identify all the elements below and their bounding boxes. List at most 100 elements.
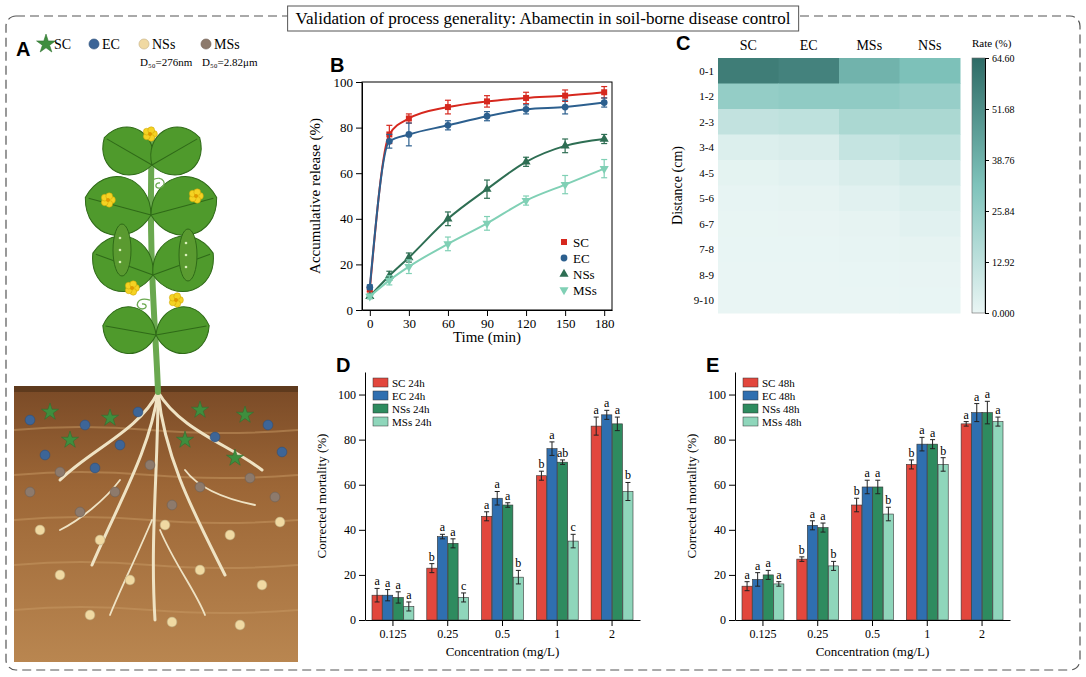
- error-bar: [766, 570, 771, 579]
- x-tick-mark: [526, 310, 527, 316]
- error-bar-stem: [573, 534, 574, 548]
- error-bar-stem: [966, 422, 967, 427]
- panel-letter: C: [676, 32, 690, 54]
- x-tick-mark: [565, 310, 566, 316]
- legend-label: EC: [102, 37, 120, 52]
- error-bar-cap: [601, 143, 607, 144]
- error-bar-cap: [523, 195, 529, 196]
- x-tick: 0.5: [865, 620, 880, 641]
- error-bar-cap: [625, 500, 630, 501]
- error-bar: [615, 417, 620, 431]
- legend-label: MSs 48h: [762, 416, 802, 428]
- error-bar-stem: [812, 521, 813, 530]
- error-bar-stem: [997, 417, 998, 426]
- y-tick-label: 100: [338, 388, 356, 402]
- particle: [35, 525, 45, 535]
- heatmap-cell: [900, 262, 961, 288]
- cucumber-spot: [119, 249, 122, 252]
- point: [405, 131, 412, 138]
- error-bar: [445, 100, 451, 114]
- error-bar-cap: [484, 216, 490, 217]
- error-bar-cap: [495, 505, 500, 506]
- error-bar-cap: [615, 430, 620, 431]
- error-bar-cap: [601, 86, 607, 87]
- significance-letter: a: [505, 489, 511, 503]
- panel-letter: B: [330, 54, 344, 76]
- heatmap-cell: [718, 211, 779, 237]
- error-bar-cap: [445, 225, 451, 226]
- significance-letter: b: [538, 457, 544, 471]
- legend-label: EC: [573, 251, 590, 266]
- y-tick-mark: [356, 82, 362, 83]
- x-tick-mark: [447, 620, 448, 626]
- particle: [61, 431, 78, 447]
- colorbar-title: Rate (%): [972, 37, 1012, 50]
- size-label: D₅₀=276nm: [140, 56, 193, 68]
- heatmap-cell: [839, 288, 900, 314]
- significance-letters: abbbaaaaaaaaaaaabbba: [744, 387, 1001, 581]
- cucumber-spot: [185, 266, 188, 269]
- bar: [862, 487, 872, 620]
- heatmap-cell: [718, 160, 779, 186]
- x-tick-mark: [872, 620, 873, 626]
- y-axis-line: [735, 373, 736, 621]
- legend-label: SC 24h: [392, 377, 425, 389]
- error-bar: [445, 121, 451, 130]
- significance-letters: ababaaaaaaaaaabaacbcb: [374, 396, 631, 602]
- error-bar-cap: [821, 532, 826, 533]
- heatmap-cell: [900, 186, 961, 212]
- x-tick-mark: [392, 620, 393, 626]
- significance-letter: a: [919, 423, 925, 437]
- y-axis: 020406080100: [334, 75, 363, 318]
- error-bar-cap: [386, 134, 392, 135]
- error-bar-stem: [888, 507, 889, 521]
- point: [484, 98, 490, 104]
- leaf-blade: [99, 303, 160, 358]
- bar: [742, 586, 752, 620]
- heatmap-cell: [900, 160, 961, 186]
- colorbar-tick-label: 38.76: [992, 155, 1015, 166]
- point: [386, 138, 393, 145]
- significance-letter: a: [964, 408, 970, 422]
- heatmap-cell: [839, 58, 900, 84]
- point: [601, 89, 607, 95]
- point: [404, 252, 413, 260]
- particle: [25, 415, 35, 425]
- x-tick: 1: [924, 620, 930, 641]
- header-box: [288, 6, 799, 31]
- point: [406, 115, 412, 121]
- error-bar-cap: [562, 193, 568, 194]
- y-tick-label: 40: [714, 523, 726, 537]
- significance-letter: b: [429, 550, 435, 564]
- error-bar-stem: [431, 564, 432, 573]
- leaf-vein: [89, 198, 151, 215]
- bar: [536, 476, 546, 620]
- leaf-vein: [151, 198, 213, 215]
- particle: [160, 520, 170, 530]
- point: [562, 104, 569, 111]
- heatmap-cell: [839, 262, 900, 288]
- error-bar-stem: [408, 602, 409, 611]
- legend-marker: [561, 255, 568, 262]
- panel-letter: E: [706, 354, 719, 376]
- error-bar-cap: [484, 106, 490, 107]
- bar: [612, 424, 622, 620]
- error-bar: [375, 588, 380, 602]
- y-axis-line: [365, 373, 366, 621]
- bar: [557, 462, 567, 620]
- error-bar-cap: [484, 95, 490, 96]
- cucumber-spot: [185, 242, 188, 245]
- y-tick-mark: [729, 575, 735, 576]
- x-axis: 0.1250.250.512: [366, 620, 641, 641]
- legend-swatch: [373, 378, 388, 387]
- point: [561, 182, 570, 190]
- bar: [547, 449, 557, 620]
- error-bar-cap: [776, 586, 781, 587]
- y-tick: 80: [344, 433, 365, 447]
- error-bar-stem: [823, 523, 824, 532]
- y-tick-label: 20: [714, 568, 726, 582]
- bar: [437, 537, 447, 620]
- y-tick-mark: [359, 620, 365, 621]
- colorbar-tick-label: 51.68: [992, 104, 1015, 115]
- legend-label: MSs 24h: [392, 416, 432, 428]
